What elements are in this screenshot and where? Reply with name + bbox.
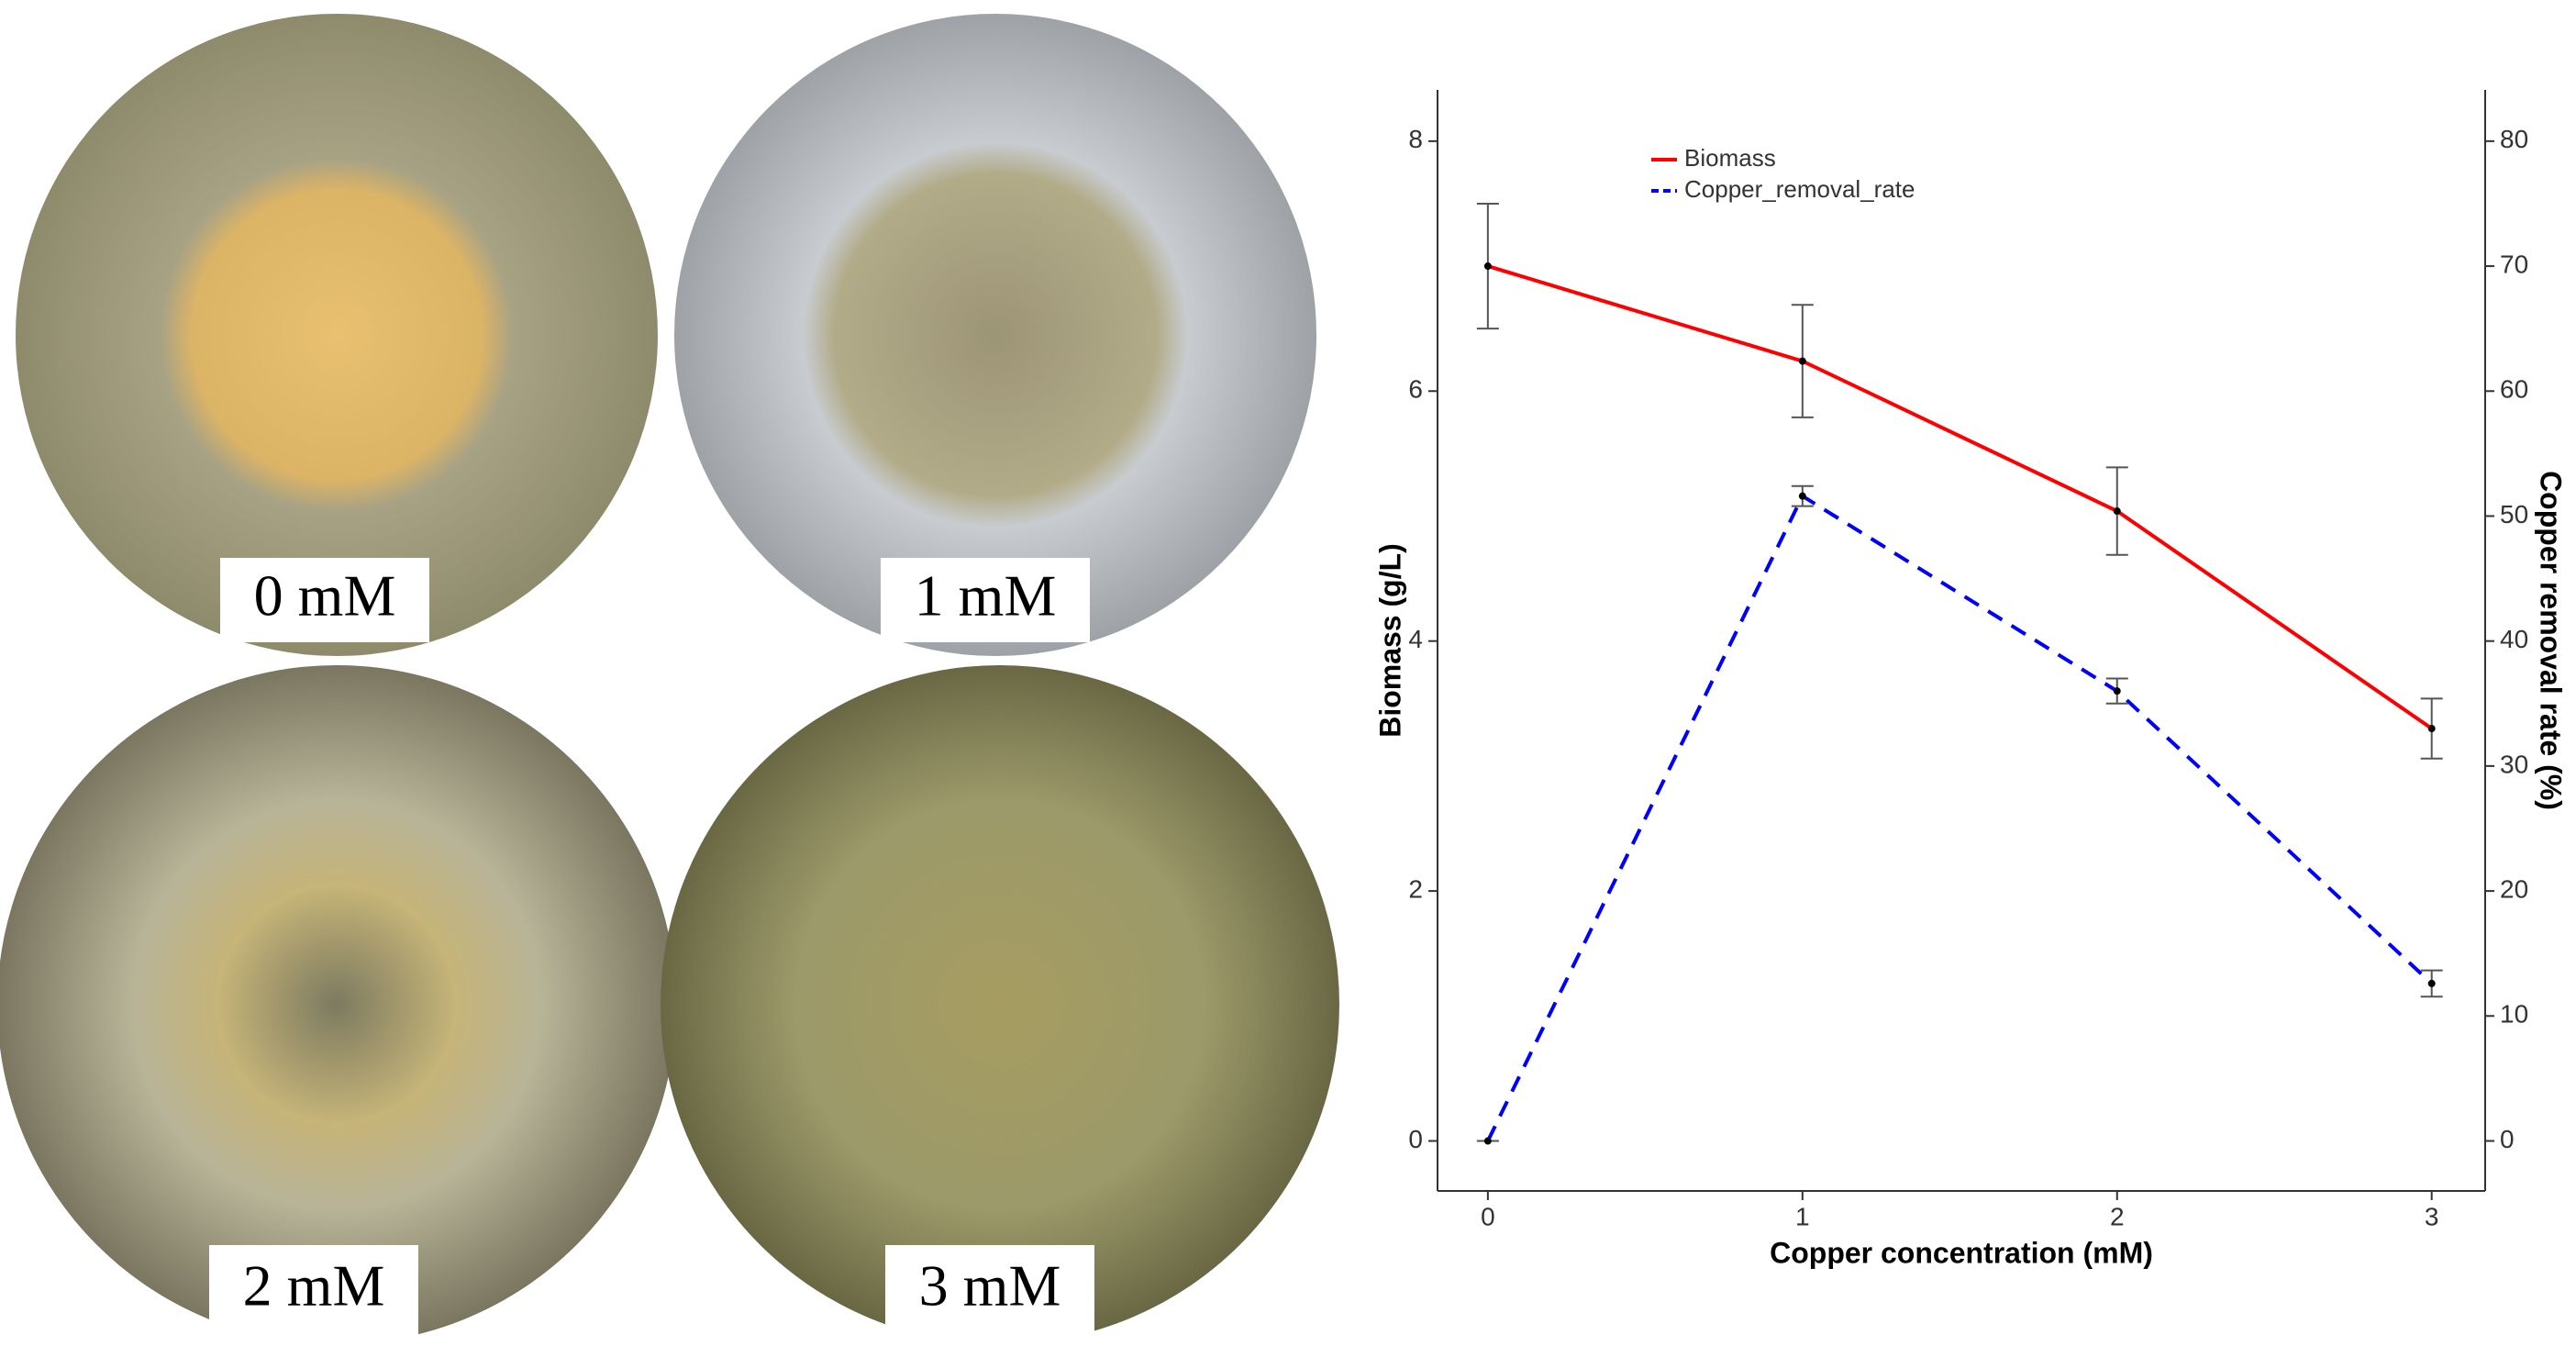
point xyxy=(2113,507,2121,516)
y2-axis-title: Copper removal rate (%) xyxy=(2535,471,2568,810)
label-box xyxy=(220,558,429,642)
point xyxy=(1483,262,1492,271)
y2-tick-label: 80 xyxy=(2500,125,2528,153)
point xyxy=(1798,492,1806,500)
y-tick-label: 8 xyxy=(1408,125,1423,153)
y-axis-title: Biomass (g/L) xyxy=(1373,543,1406,738)
point xyxy=(1483,1137,1492,1145)
series-line xyxy=(1487,264,2433,730)
x-tick-label: 1 xyxy=(1795,1202,1810,1230)
photo xyxy=(674,14,1316,656)
point xyxy=(2113,687,2121,695)
y2-tick-label: 0 xyxy=(2500,1125,2515,1153)
point xyxy=(2427,725,2436,733)
photo xyxy=(16,14,658,656)
point xyxy=(1798,357,1806,365)
legend-label: Copper_removal_rate xyxy=(1684,175,1915,203)
legend-label: Biomass xyxy=(1684,144,1776,172)
x-axis-title: Copper concentration (mM) xyxy=(1770,1236,2153,1269)
label-box xyxy=(209,1245,418,1341)
y2-tick-label: 10 xyxy=(2500,1000,2528,1029)
panel-label: 0 mM xyxy=(254,563,396,629)
panel-label: 3 mM xyxy=(919,1253,1061,1318)
y-tick-label: 0 xyxy=(1408,1125,1423,1153)
x-tick-label: 2 xyxy=(2110,1202,2125,1230)
series-line xyxy=(1486,493,2434,1142)
panel-label: 2 mM xyxy=(243,1253,385,1318)
x-tick-label: 3 xyxy=(2425,1202,2439,1230)
y-tick-label: 2 xyxy=(1408,874,1423,903)
label-box xyxy=(885,1245,1094,1341)
point xyxy=(2427,979,2436,987)
photo xyxy=(661,665,1339,1344)
y2-tick-label: 20 xyxy=(2500,874,2528,903)
y2-tick-label: 60 xyxy=(2500,375,2528,404)
label-box xyxy=(881,558,1090,642)
y-tick-label: 6 xyxy=(1408,375,1423,404)
x-tick-label: 0 xyxy=(1481,1202,1495,1230)
y2-tick-label: 70 xyxy=(2500,250,2528,278)
photo xyxy=(0,665,676,1344)
y-tick-label: 4 xyxy=(1408,625,1423,653)
y2-tick-label: 40 xyxy=(2500,625,2528,653)
y2-tick-label: 50 xyxy=(2500,500,2528,528)
panel-label: 1 mM xyxy=(915,563,1057,629)
y2-tick-label: 30 xyxy=(2500,750,2528,778)
